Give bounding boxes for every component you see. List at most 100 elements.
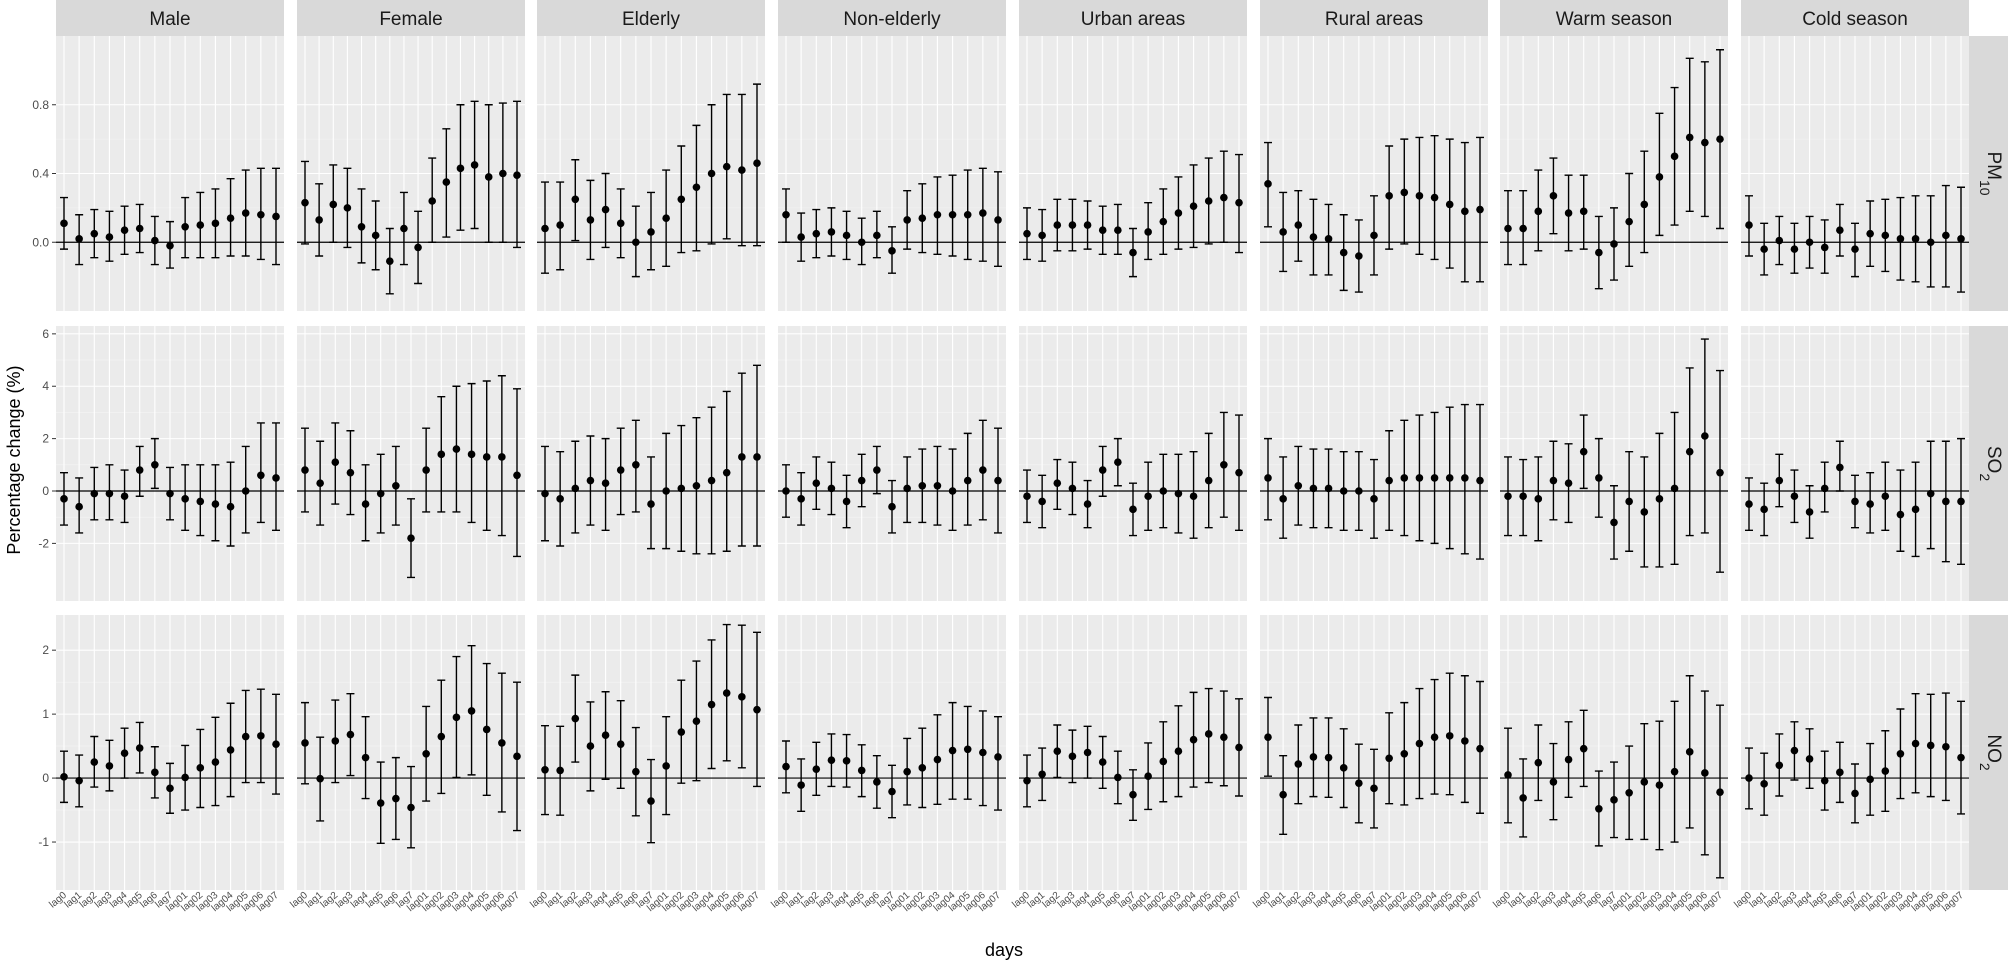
point-estimate xyxy=(571,714,580,723)
point-estimate xyxy=(442,178,451,186)
point-estimate xyxy=(1309,484,1318,493)
point-estimate xyxy=(151,461,159,469)
panel-0-3 xyxy=(778,36,1006,311)
point-estimate xyxy=(1504,224,1512,233)
point-estimate xyxy=(60,773,68,781)
point-estimate xyxy=(1760,505,1768,514)
point-estimate xyxy=(166,784,174,793)
point-estimate xyxy=(1370,495,1378,503)
point-estimate xyxy=(437,732,446,741)
point-estimate xyxy=(329,200,338,209)
point-estimate xyxy=(933,755,942,764)
point-estimate xyxy=(346,468,355,477)
point-estimate xyxy=(456,164,465,173)
point-estimate xyxy=(857,766,866,775)
strip-label: Non-elderly xyxy=(843,9,941,30)
point-estimate xyxy=(1415,739,1424,748)
point-estimate xyxy=(1836,768,1844,777)
panel-2-2 xyxy=(537,615,765,890)
point-estimate xyxy=(1445,732,1454,740)
point-estimate xyxy=(1790,492,1799,501)
point-estimate xyxy=(60,495,68,503)
point-estimate xyxy=(1534,207,1543,216)
point-estimate xyxy=(1339,248,1348,257)
point-estimate xyxy=(1324,235,1333,243)
point-estimate xyxy=(1881,767,1890,775)
y-tick-label: 2 xyxy=(42,432,49,446)
point-estimate xyxy=(647,228,655,236)
point-estimate xyxy=(918,214,927,222)
x-axis-title: days xyxy=(985,940,1023,960)
point-estimate xyxy=(241,209,250,217)
point-estimate xyxy=(211,758,220,766)
point-estimate xyxy=(1640,508,1649,516)
point-estimate xyxy=(1339,487,1348,495)
strip-label: Male xyxy=(149,9,190,30)
point-estimate xyxy=(647,797,655,805)
point-estimate xyxy=(499,169,507,178)
point-estimate xyxy=(181,222,189,231)
point-estimate xyxy=(1461,207,1469,216)
point-estimate xyxy=(1549,192,1558,200)
point-estimate xyxy=(1400,474,1409,482)
point-estimate xyxy=(797,233,805,241)
point-estimate xyxy=(452,445,461,453)
point-estimate xyxy=(1701,138,1709,147)
point-estimate xyxy=(75,776,83,785)
point-estimate xyxy=(1400,749,1409,758)
point-estimate xyxy=(1534,495,1543,503)
point-estimate xyxy=(827,228,836,236)
point-estimate xyxy=(1655,495,1664,503)
panel-0-4 xyxy=(1019,36,1247,311)
point-estimate xyxy=(1549,778,1558,786)
point-estimate xyxy=(1415,192,1424,200)
y-tick-label: 2 xyxy=(42,643,49,657)
point-estimate xyxy=(1098,466,1107,474)
panel-2-7 xyxy=(1741,615,1969,890)
point-estimate xyxy=(1745,774,1753,782)
point-estimate xyxy=(75,235,83,243)
point-estimate xyxy=(1279,790,1287,799)
point-estimate xyxy=(1595,804,1603,813)
y-tick-label: 6 xyxy=(42,327,49,341)
point-estimate xyxy=(60,219,68,228)
point-estimate xyxy=(1294,481,1303,490)
panel-1-3 xyxy=(778,326,1006,601)
point-estimate xyxy=(677,195,686,204)
row-strip-1 xyxy=(1968,326,2008,601)
point-estimate xyxy=(181,773,189,782)
point-estimate xyxy=(1564,479,1573,487)
point-estimate xyxy=(1610,240,1618,248)
point-estimate xyxy=(888,502,896,511)
point-estimate xyxy=(556,766,564,775)
point-estimate xyxy=(812,479,821,487)
point-estimate xyxy=(1279,228,1287,236)
panel-2-4 xyxy=(1019,615,1247,890)
point-estimate xyxy=(1174,209,1183,217)
point-estimate xyxy=(827,484,836,493)
point-estimate xyxy=(1760,780,1768,788)
point-estimate xyxy=(903,216,911,224)
point-estimate xyxy=(1053,479,1062,487)
point-estimate xyxy=(1519,492,1527,501)
point-estimate xyxy=(1896,235,1905,243)
point-estimate xyxy=(571,484,580,493)
point-estimate xyxy=(1805,755,1814,763)
point-estimate xyxy=(1144,492,1152,501)
point-estimate xyxy=(343,204,352,212)
point-estimate xyxy=(1430,733,1439,741)
y-axis-title: Percentage change (%) xyxy=(4,365,24,554)
point-estimate xyxy=(1685,133,1694,142)
point-estimate xyxy=(1911,505,1920,514)
row-strip-label: PM10 xyxy=(1977,151,2004,195)
point-estimate xyxy=(211,500,220,508)
point-estimate xyxy=(1942,231,1950,240)
point-estimate xyxy=(1534,758,1543,767)
point-estimate xyxy=(1385,192,1393,200)
point-estimate xyxy=(1174,489,1183,498)
point-estimate xyxy=(1896,510,1905,519)
point-estimate xyxy=(1775,236,1784,245)
point-estimate xyxy=(994,476,1002,485)
point-estimate xyxy=(1068,221,1077,229)
point-estimate xyxy=(1926,238,1935,247)
